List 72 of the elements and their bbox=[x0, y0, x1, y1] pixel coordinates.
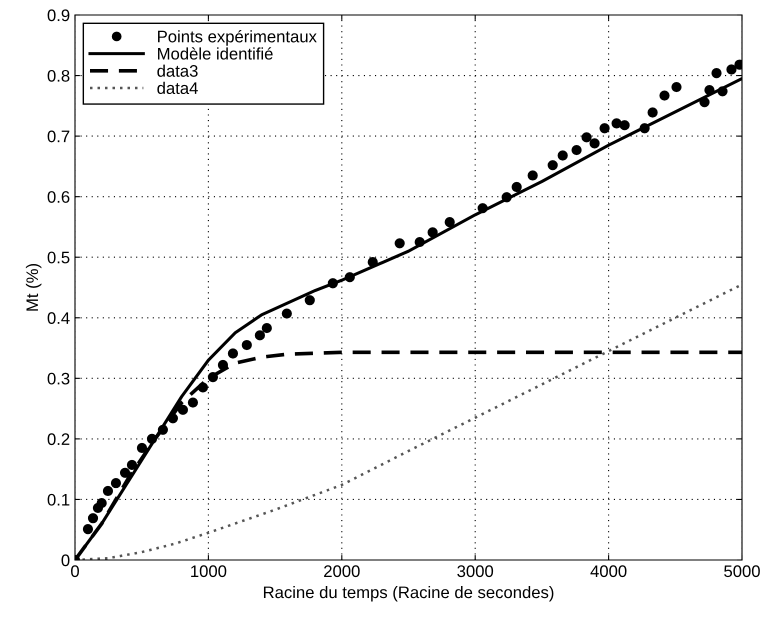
point bbox=[571, 144, 582, 156]
y-tick-label: 0.3 bbox=[48, 372, 70, 385]
y-tick-label: 0 bbox=[62, 554, 70, 566]
point bbox=[198, 382, 208, 393]
point bbox=[120, 468, 130, 478]
legend-label: data4 bbox=[157, 82, 198, 94]
legend-label: Points expérimentaux bbox=[158, 30, 317, 46]
point bbox=[88, 513, 98, 524]
point bbox=[612, 118, 622, 128]
point bbox=[136, 442, 148, 454]
point bbox=[620, 120, 630, 130]
x-tick-label: 0 bbox=[71, 565, 79, 578]
y-tick-label: 0.2 bbox=[48, 433, 70, 446]
point bbox=[328, 278, 338, 288]
x-axis-title: Racine du temps (Racine de secondes) bbox=[264, 586, 554, 602]
point bbox=[110, 478, 122, 488]
y-tick-label: 0.4 bbox=[48, 312, 70, 324]
point bbox=[600, 123, 610, 134]
y-tick-label: 0.1 bbox=[48, 494, 70, 506]
x-tick-label: 1000 bbox=[191, 565, 226, 578]
y-axis-title: Mt (%) bbox=[26, 264, 42, 311]
point bbox=[582, 132, 592, 142]
point bbox=[368, 256, 378, 268]
point bbox=[512, 182, 522, 192]
point bbox=[478, 203, 488, 214]
point bbox=[704, 85, 715, 96]
point bbox=[548, 160, 558, 170]
x-tick-label: 3000 bbox=[457, 565, 494, 578]
point bbox=[659, 90, 670, 101]
point bbox=[344, 272, 355, 282]
y-tick-label: 0.6 bbox=[48, 191, 70, 203]
point bbox=[158, 424, 168, 435]
point bbox=[414, 236, 425, 248]
y-tick-label: 0.9 bbox=[48, 9, 70, 22]
point bbox=[671, 82, 682, 92]
point bbox=[262, 322, 272, 334]
point bbox=[96, 498, 107, 508]
point bbox=[178, 404, 188, 415]
point bbox=[146, 434, 158, 444]
point bbox=[394, 238, 405, 248]
point bbox=[228, 348, 238, 359]
point bbox=[726, 64, 737, 75]
point bbox=[82, 524, 94, 534]
point bbox=[126, 460, 138, 470]
point bbox=[717, 86, 728, 96]
point bbox=[242, 340, 252, 350]
point bbox=[711, 68, 722, 78]
legend-label: Modèle identifié bbox=[158, 47, 273, 60]
point bbox=[428, 227, 438, 238]
point bbox=[444, 217, 455, 228]
x-tick-label: 4000 bbox=[590, 565, 626, 578]
point bbox=[558, 150, 568, 161]
x-tick-label: 2000 bbox=[324, 565, 360, 578]
point bbox=[218, 360, 228, 370]
point bbox=[188, 397, 198, 408]
y-tick-label: 0.8 bbox=[48, 70, 70, 82]
y-tick-label: 0.5 bbox=[48, 252, 70, 264]
point bbox=[282, 308, 292, 319]
point bbox=[590, 138, 600, 148]
point bbox=[168, 413, 178, 424]
x-tick-label: 5000 bbox=[724, 565, 760, 578]
point bbox=[640, 123, 650, 134]
point bbox=[648, 107, 658, 118]
point bbox=[304, 295, 315, 306]
point bbox=[254, 330, 265, 340]
y-tick-label: 0.7 bbox=[48, 130, 70, 142]
point bbox=[102, 486, 114, 496]
point bbox=[208, 372, 218, 382]
point bbox=[699, 97, 710, 108]
legend-label: data3 bbox=[157, 64, 198, 77]
point bbox=[502, 192, 512, 202]
point bbox=[528, 170, 538, 181]
